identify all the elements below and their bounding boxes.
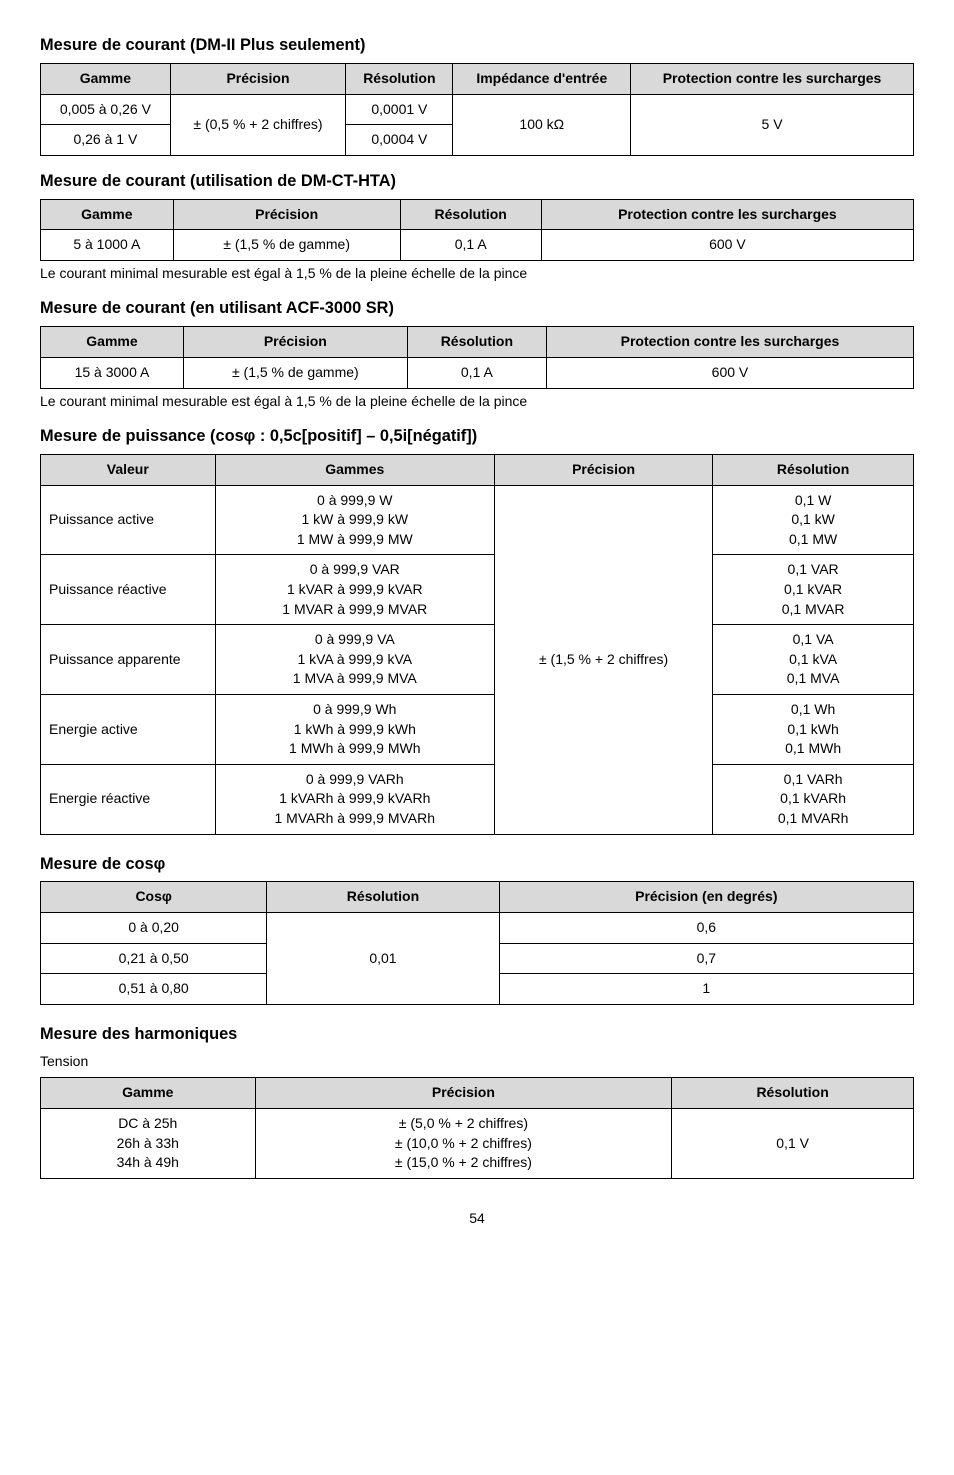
- t3-h1: Précision: [183, 327, 407, 358]
- t5-h1: Résolution: [267, 882, 499, 913]
- t1-h4: Protection contre les surcharges: [631, 63, 914, 94]
- t5-r0-cos: 0 à 0,20: [41, 913, 267, 944]
- t5-r1-prec: 0,7: [499, 943, 913, 974]
- t5-title: Mesure de cosφ: [40, 853, 914, 876]
- t1-h2: Résolution: [346, 63, 453, 94]
- t3-h2: Résolution: [407, 327, 546, 358]
- t1-impedance: 100 kΩ: [453, 94, 631, 155]
- t4-r1-res: 0,1 VAR 0,1 kVAR 0,1 MVAR: [713, 555, 914, 625]
- t2-title: Mesure de courant (utilisation de DM-CT-…: [40, 170, 914, 193]
- t1-r0-res: 0,0001 V: [346, 94, 453, 125]
- t6-h0: Gamme: [41, 1078, 256, 1109]
- t5-r2-prec: 1: [499, 974, 913, 1005]
- t1-title: Mesure de courant (DM-II Plus seulement): [40, 34, 914, 57]
- t3-resolution: 0,1 A: [407, 357, 546, 388]
- t3: Gamme Précision Résolution Protection co…: [40, 326, 914, 388]
- t6-gamme: DC à 25h 26h à 33h 34h à 49h: [41, 1108, 256, 1178]
- t4-r2-res: 0,1 VA 0,1 kVA 0,1 MVA: [713, 625, 914, 695]
- t4-r0-val: Puissance active: [41, 485, 216, 555]
- t3-gamme: 15 à 3000 A: [41, 357, 184, 388]
- t4-r0-gam: 0 à 999,9 W 1 kW à 999,9 kW 1 MW à 999,9…: [215, 485, 494, 555]
- t6-resolution: 0,1 V: [672, 1108, 914, 1178]
- t4-r2-gam: 0 à 999,9 VA 1 kVA à 999,9 kVA 1 MVA à 9…: [215, 625, 494, 695]
- t1-h1: Précision: [170, 63, 346, 94]
- t4-h1: Gammes: [215, 455, 494, 486]
- t4-r4-gam: 0 à 999,9 VARh 1 kVARh à 999,9 kVARh 1 M…: [215, 764, 494, 834]
- t6-precision: ± (5,0 % + 2 chiffres) ± (10,0 % + 2 chi…: [255, 1108, 672, 1178]
- t4-r1-val: Puissance réactive: [41, 555, 216, 625]
- t6-h2: Résolution: [672, 1078, 914, 1109]
- t4-r4-val: Energie réactive: [41, 764, 216, 834]
- t5-h0: Cosφ: [41, 882, 267, 913]
- t1-protection: 5 V: [631, 94, 914, 155]
- t6: Gamme Précision Résolution DC à 25h 26h …: [40, 1077, 914, 1178]
- t5-r2-cos: 0,51 à 0,80: [41, 974, 267, 1005]
- t3-protection: 600 V: [546, 357, 913, 388]
- t5: Cosφ Résolution Précision (en degrés) 0 …: [40, 881, 914, 1004]
- t4: Valeur Gammes Précision Résolution Puiss…: [40, 454, 914, 835]
- t1: Gamme Précision Résolution Impédance d'e…: [40, 63, 914, 156]
- t5-r0-prec: 0,6: [499, 913, 913, 944]
- t4-h0: Valeur: [41, 455, 216, 486]
- t3-note: Le courant minimal mesurable est égal à …: [40, 392, 914, 412]
- t5-res: 0,01: [267, 913, 499, 1005]
- t4-r3-val: Energie active: [41, 694, 216, 764]
- t1-r1-res: 0,0004 V: [346, 125, 453, 156]
- t3-precision: ± (1,5 % de gamme): [183, 357, 407, 388]
- t2-h0: Gamme: [41, 199, 174, 230]
- t5-h2: Précision (en degrés): [499, 882, 913, 913]
- t4-r3-gam: 0 à 999,9 Wh 1 kWh à 999,9 kWh 1 MWh à 9…: [215, 694, 494, 764]
- t6-sub: Tension: [40, 1052, 914, 1072]
- t2-protection: 600 V: [541, 230, 913, 261]
- t2-h2: Résolution: [400, 199, 541, 230]
- t2-gamme: 5 à 1000 A: [41, 230, 174, 261]
- t4-h3: Résolution: [713, 455, 914, 486]
- t2-h1: Précision: [173, 199, 400, 230]
- t4-h2: Précision: [494, 455, 712, 486]
- t6-h1: Précision: [255, 1078, 672, 1109]
- t4-r1-gam: 0 à 999,9 VAR 1 kVAR à 999,9 kVAR 1 MVAR…: [215, 555, 494, 625]
- page-number: 54: [40, 1209, 914, 1229]
- t2-h3: Protection contre les surcharges: [541, 199, 913, 230]
- t2: Gamme Précision Résolution Protection co…: [40, 199, 914, 261]
- t4-r0-res: 0,1 W 0,1 kW 0,1 MW: [713, 485, 914, 555]
- t2-resolution: 0,1 A: [400, 230, 541, 261]
- t4-title: Mesure de puissance (cosφ : 0,5c[positif…: [40, 425, 914, 448]
- t1-precision: ± (0,5 % + 2 chiffres): [170, 94, 346, 155]
- t3-h3: Protection contre les surcharges: [546, 327, 913, 358]
- t4-r4-res: 0,1 VARh 0,1 kVARh 0,1 MVARh: [713, 764, 914, 834]
- t3-title: Mesure de courant (en utilisant ACF-3000…: [40, 297, 914, 320]
- t3-h0: Gamme: [41, 327, 184, 358]
- t4-r3-res: 0,1 Wh 0,1 kWh 0,1 MWh: [713, 694, 914, 764]
- t1-h3: Impédance d'entrée: [453, 63, 631, 94]
- t6-title: Mesure des harmoniques: [40, 1023, 914, 1046]
- t2-precision: ± (1,5 % de gamme): [173, 230, 400, 261]
- t1-r0-gamme: 0,005 à 0,26 V: [41, 94, 171, 125]
- t4-precision: ± (1,5 % + 2 chiffres): [494, 485, 712, 834]
- t1-r1-gamme: 0,26 à 1 V: [41, 125, 171, 156]
- t1-h0: Gamme: [41, 63, 171, 94]
- t2-note: Le courant minimal mesurable est égal à …: [40, 264, 914, 284]
- t4-r2-val: Puissance apparente: [41, 625, 216, 695]
- t5-r1-cos: 0,21 à 0,50: [41, 943, 267, 974]
